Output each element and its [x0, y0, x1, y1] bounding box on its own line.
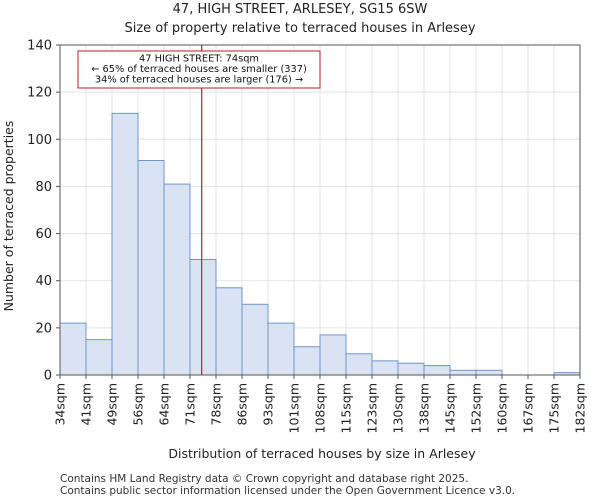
x-tick-label: 34sqm: [53, 383, 68, 426]
bar-71sqm: [189, 259, 217, 376]
bar-145sqm: [449, 369, 477, 376]
x-tick-label: 93sqm: [261, 383, 276, 426]
x-tick-label: 167sqm: [521, 383, 536, 433]
bar-152sqm: [475, 369, 503, 376]
chart-title-line2: Size of property relative to terraced ho…: [124, 21, 476, 36]
x-tick-label: 123sqm: [365, 383, 380, 433]
x-tick-label: 182sqm: [573, 383, 588, 433]
x-axis-label: Distribution of terraced houses by size …: [168, 446, 476, 461]
x-tick-label: 56sqm: [131, 383, 146, 426]
bar-86sqm: [241, 303, 269, 376]
x-tick-label: 86sqm: [235, 383, 250, 426]
bar-108sqm: [319, 334, 347, 376]
x-tick-label: 138sqm: [417, 383, 432, 433]
bar-115sqm: [345, 353, 373, 376]
x-tick-label: 64sqm: [157, 383, 172, 426]
bar-101sqm: [293, 346, 321, 376]
x-tick-label: 49sqm: [105, 383, 120, 426]
footer-line1: Contains HM Land Registry data © Crown c…: [60, 473, 469, 485]
x-tick-label: 71sqm: [183, 383, 198, 426]
x-tick-label: 145sqm: [443, 383, 458, 433]
annotation-line1: 47 HIGH STREET: 74sqm: [139, 54, 259, 65]
annotation-line2: ← 65% of terraced houses are smaller (33…: [91, 64, 307, 75]
bar-34sqm: [59, 322, 87, 376]
bar-64sqm: [163, 183, 191, 376]
bar-138sqm: [423, 365, 451, 376]
x-tick-label: 115sqm: [339, 383, 354, 433]
y-tick-label: 120: [27, 86, 52, 101]
y-tick-label: 60: [35, 227, 52, 242]
annotation-box: [77, 50, 321, 89]
bar-56sqm: [137, 160, 165, 376]
x-tick-label: 160sqm: [495, 383, 510, 433]
y-tick-label: 80: [35, 180, 52, 195]
y-tick-label: 40: [35, 274, 52, 289]
bar-78sqm: [215, 287, 243, 376]
annotation-line3: 34% of terraced houses are larger (176) …: [95, 75, 303, 86]
bar-93sqm: [267, 322, 295, 376]
footer-line2: Contains public sector information licen…: [60, 485, 516, 497]
y-tick-label: 20: [35, 321, 52, 336]
chart-title-line1: 47, HIGH STREET, ARLESEY, SG15 6SW: [172, 2, 428, 17]
x-tick-label: 130sqm: [391, 383, 406, 433]
x-tick-label: 101sqm: [287, 383, 302, 433]
bar-123sqm: [371, 360, 399, 376]
x-tick-label: 78sqm: [209, 383, 224, 426]
y-tick-label: 0: [44, 369, 52, 384]
x-tick-label: 152sqm: [469, 383, 484, 433]
x-tick-label: 175sqm: [547, 383, 562, 433]
bar-41sqm: [85, 339, 113, 376]
x-tick-label: 41sqm: [79, 383, 94, 426]
bar-49sqm: [111, 112, 139, 376]
y-tick-label: 140: [27, 39, 52, 54]
x-tick-label: 108sqm: [313, 383, 328, 433]
y-axis-label: Number of terraced properties: [1, 121, 16, 312]
y-tick-label: 100: [27, 133, 52, 148]
bar-130sqm: [397, 362, 425, 376]
